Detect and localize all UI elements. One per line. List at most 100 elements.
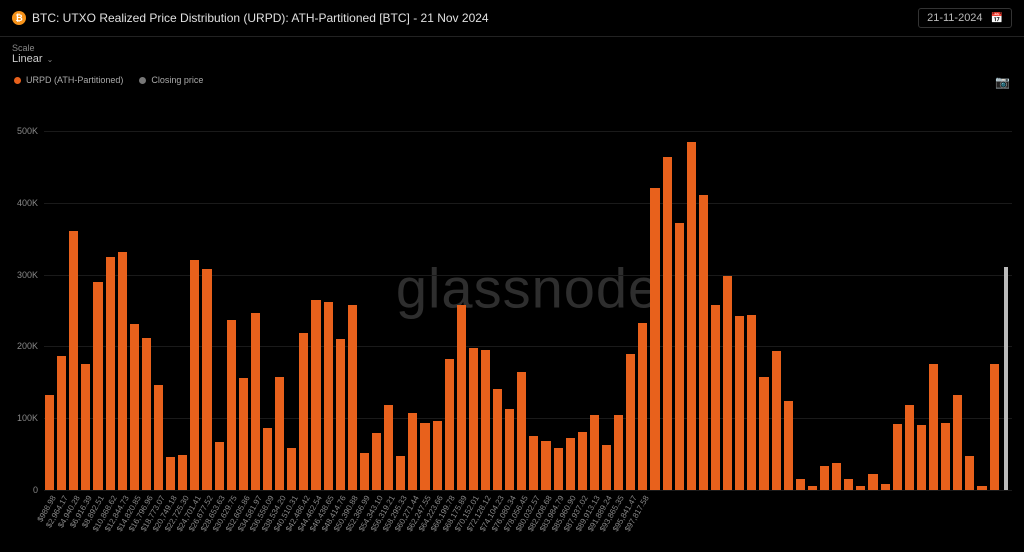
urpd-bar[interactable]	[868, 474, 877, 490]
urpd-bar[interactable]	[554, 448, 563, 490]
urpd-bar[interactable]	[638, 323, 647, 490]
bar-col	[456, 95, 467, 490]
urpd-bar[interactable]	[227, 320, 236, 490]
urpd-bar[interactable]	[493, 389, 502, 490]
urpd-bar[interactable]	[614, 415, 623, 490]
bar-col	[286, 95, 297, 490]
urpd-bar[interactable]	[578, 432, 587, 490]
urpd-bar[interactable]	[881, 484, 890, 490]
legend-item-urpd[interactable]: URPD (ATH-Partitioned)	[14, 75, 123, 85]
urpd-bar[interactable]	[699, 195, 708, 490]
urpd-bar[interactable]	[893, 424, 902, 490]
urpd-bar[interactable]	[675, 223, 684, 490]
urpd-bar[interactable]	[541, 441, 550, 490]
bar-col	[383, 95, 394, 490]
bar-col	[117, 95, 128, 490]
urpd-bar[interactable]	[130, 324, 139, 490]
legend-item-closing[interactable]: Closing price	[139, 75, 203, 85]
urpd-bar[interactable]	[735, 316, 744, 490]
urpd-bar[interactable]	[723, 276, 732, 490]
urpd-bar[interactable]	[505, 409, 514, 490]
urpd-bar[interactable]	[977, 486, 986, 490]
urpd-bar[interactable]	[796, 479, 805, 490]
urpd-bar[interactable]	[772, 351, 781, 490]
urpd-bar[interactable]	[348, 305, 357, 490]
urpd-bar[interactable]	[687, 142, 696, 490]
urpd-bar[interactable]	[396, 456, 405, 490]
urpd-bar[interactable]	[808, 486, 817, 490]
bar-col	[976, 95, 987, 490]
urpd-bar[interactable]	[590, 415, 599, 490]
urpd-bar[interactable]	[81, 364, 90, 490]
urpd-bar[interactable]	[457, 305, 466, 490]
urpd-bar[interactable]	[178, 455, 187, 490]
urpd-bar[interactable]	[299, 333, 308, 490]
urpd-bar[interactable]	[215, 442, 224, 490]
urpd-bar[interactable]	[372, 433, 381, 490]
urpd-bar[interactable]	[384, 405, 393, 490]
urpd-bar[interactable]	[324, 302, 333, 490]
bar-col	[928, 95, 939, 490]
urpd-bar[interactable]	[469, 348, 478, 490]
urpd-bar[interactable]	[118, 252, 127, 490]
urpd-bar[interactable]	[263, 428, 272, 490]
urpd-bar[interactable]	[929, 364, 938, 490]
bar-col	[153, 95, 164, 490]
bar-col	[250, 95, 261, 490]
urpd-bar[interactable]	[57, 356, 66, 490]
urpd-bar[interactable]	[275, 377, 284, 490]
urpd-bar[interactable]	[759, 377, 768, 490]
urpd-bar[interactable]	[239, 378, 248, 490]
urpd-bar[interactable]	[650, 188, 659, 490]
urpd-bar[interactable]	[856, 486, 865, 490]
urpd-bar[interactable]	[445, 359, 454, 490]
urpd-bar[interactable]	[663, 157, 672, 490]
urpd-bar[interactable]	[360, 453, 369, 490]
urpd-bar[interactable]	[566, 438, 575, 490]
urpd-bar[interactable]	[602, 445, 611, 490]
urpd-bar[interactable]	[251, 313, 260, 490]
scale-selector[interactable]: Scale Linear ⌄	[0, 37, 1024, 71]
x-label-col	[927, 492, 939, 552]
urpd-bar[interactable]	[408, 413, 417, 490]
urpd-bar[interactable]	[844, 479, 853, 490]
urpd-bar[interactable]	[190, 260, 199, 490]
urpd-bar[interactable]	[481, 350, 490, 490]
date-picker[interactable]: 21-11-2024 📅	[918, 8, 1012, 28]
urpd-bar[interactable]	[517, 372, 526, 490]
urpd-bar[interactable]	[905, 405, 914, 490]
urpd-bar[interactable]	[941, 423, 950, 491]
urpd-bar[interactable]	[336, 339, 345, 490]
urpd-bar[interactable]	[917, 425, 926, 490]
urpd-bar[interactable]	[69, 231, 78, 490]
x-label-col	[915, 492, 927, 552]
urpd-bar[interactable]	[142, 338, 151, 490]
urpd-bar[interactable]	[106, 257, 115, 490]
bar-col	[105, 95, 116, 490]
camera-icon[interactable]: 📷	[995, 75, 1010, 89]
urpd-bar[interactable]	[420, 423, 429, 491]
urpd-bar[interactable]	[45, 395, 54, 490]
urpd-bar[interactable]	[965, 456, 974, 490]
urpd-bar[interactable]	[154, 385, 163, 490]
urpd-bar[interactable]	[311, 300, 320, 490]
urpd-bar[interactable]	[166, 457, 175, 490]
bar-col	[952, 95, 963, 490]
urpd-bar[interactable]	[820, 466, 829, 490]
urpd-bar[interactable]	[433, 421, 442, 490]
urpd-bar[interactable]	[711, 305, 720, 490]
urpd-bar[interactable]	[93, 282, 102, 490]
urpd-bar[interactable]	[529, 436, 538, 490]
urpd-bar[interactable]	[784, 401, 793, 490]
bar-col	[165, 95, 176, 490]
urpd-bar[interactable]	[832, 463, 841, 490]
bar-col	[323, 95, 334, 490]
urpd-bar[interactable]	[990, 364, 999, 490]
urpd-bar[interactable]	[202, 269, 211, 490]
closing-price-bar[interactable]	[1004, 267, 1008, 490]
urpd-bar[interactable]	[747, 315, 756, 490]
bar-col	[540, 95, 551, 490]
urpd-bar[interactable]	[287, 448, 296, 490]
urpd-bar[interactable]	[953, 395, 962, 490]
urpd-bar[interactable]	[626, 354, 635, 490]
